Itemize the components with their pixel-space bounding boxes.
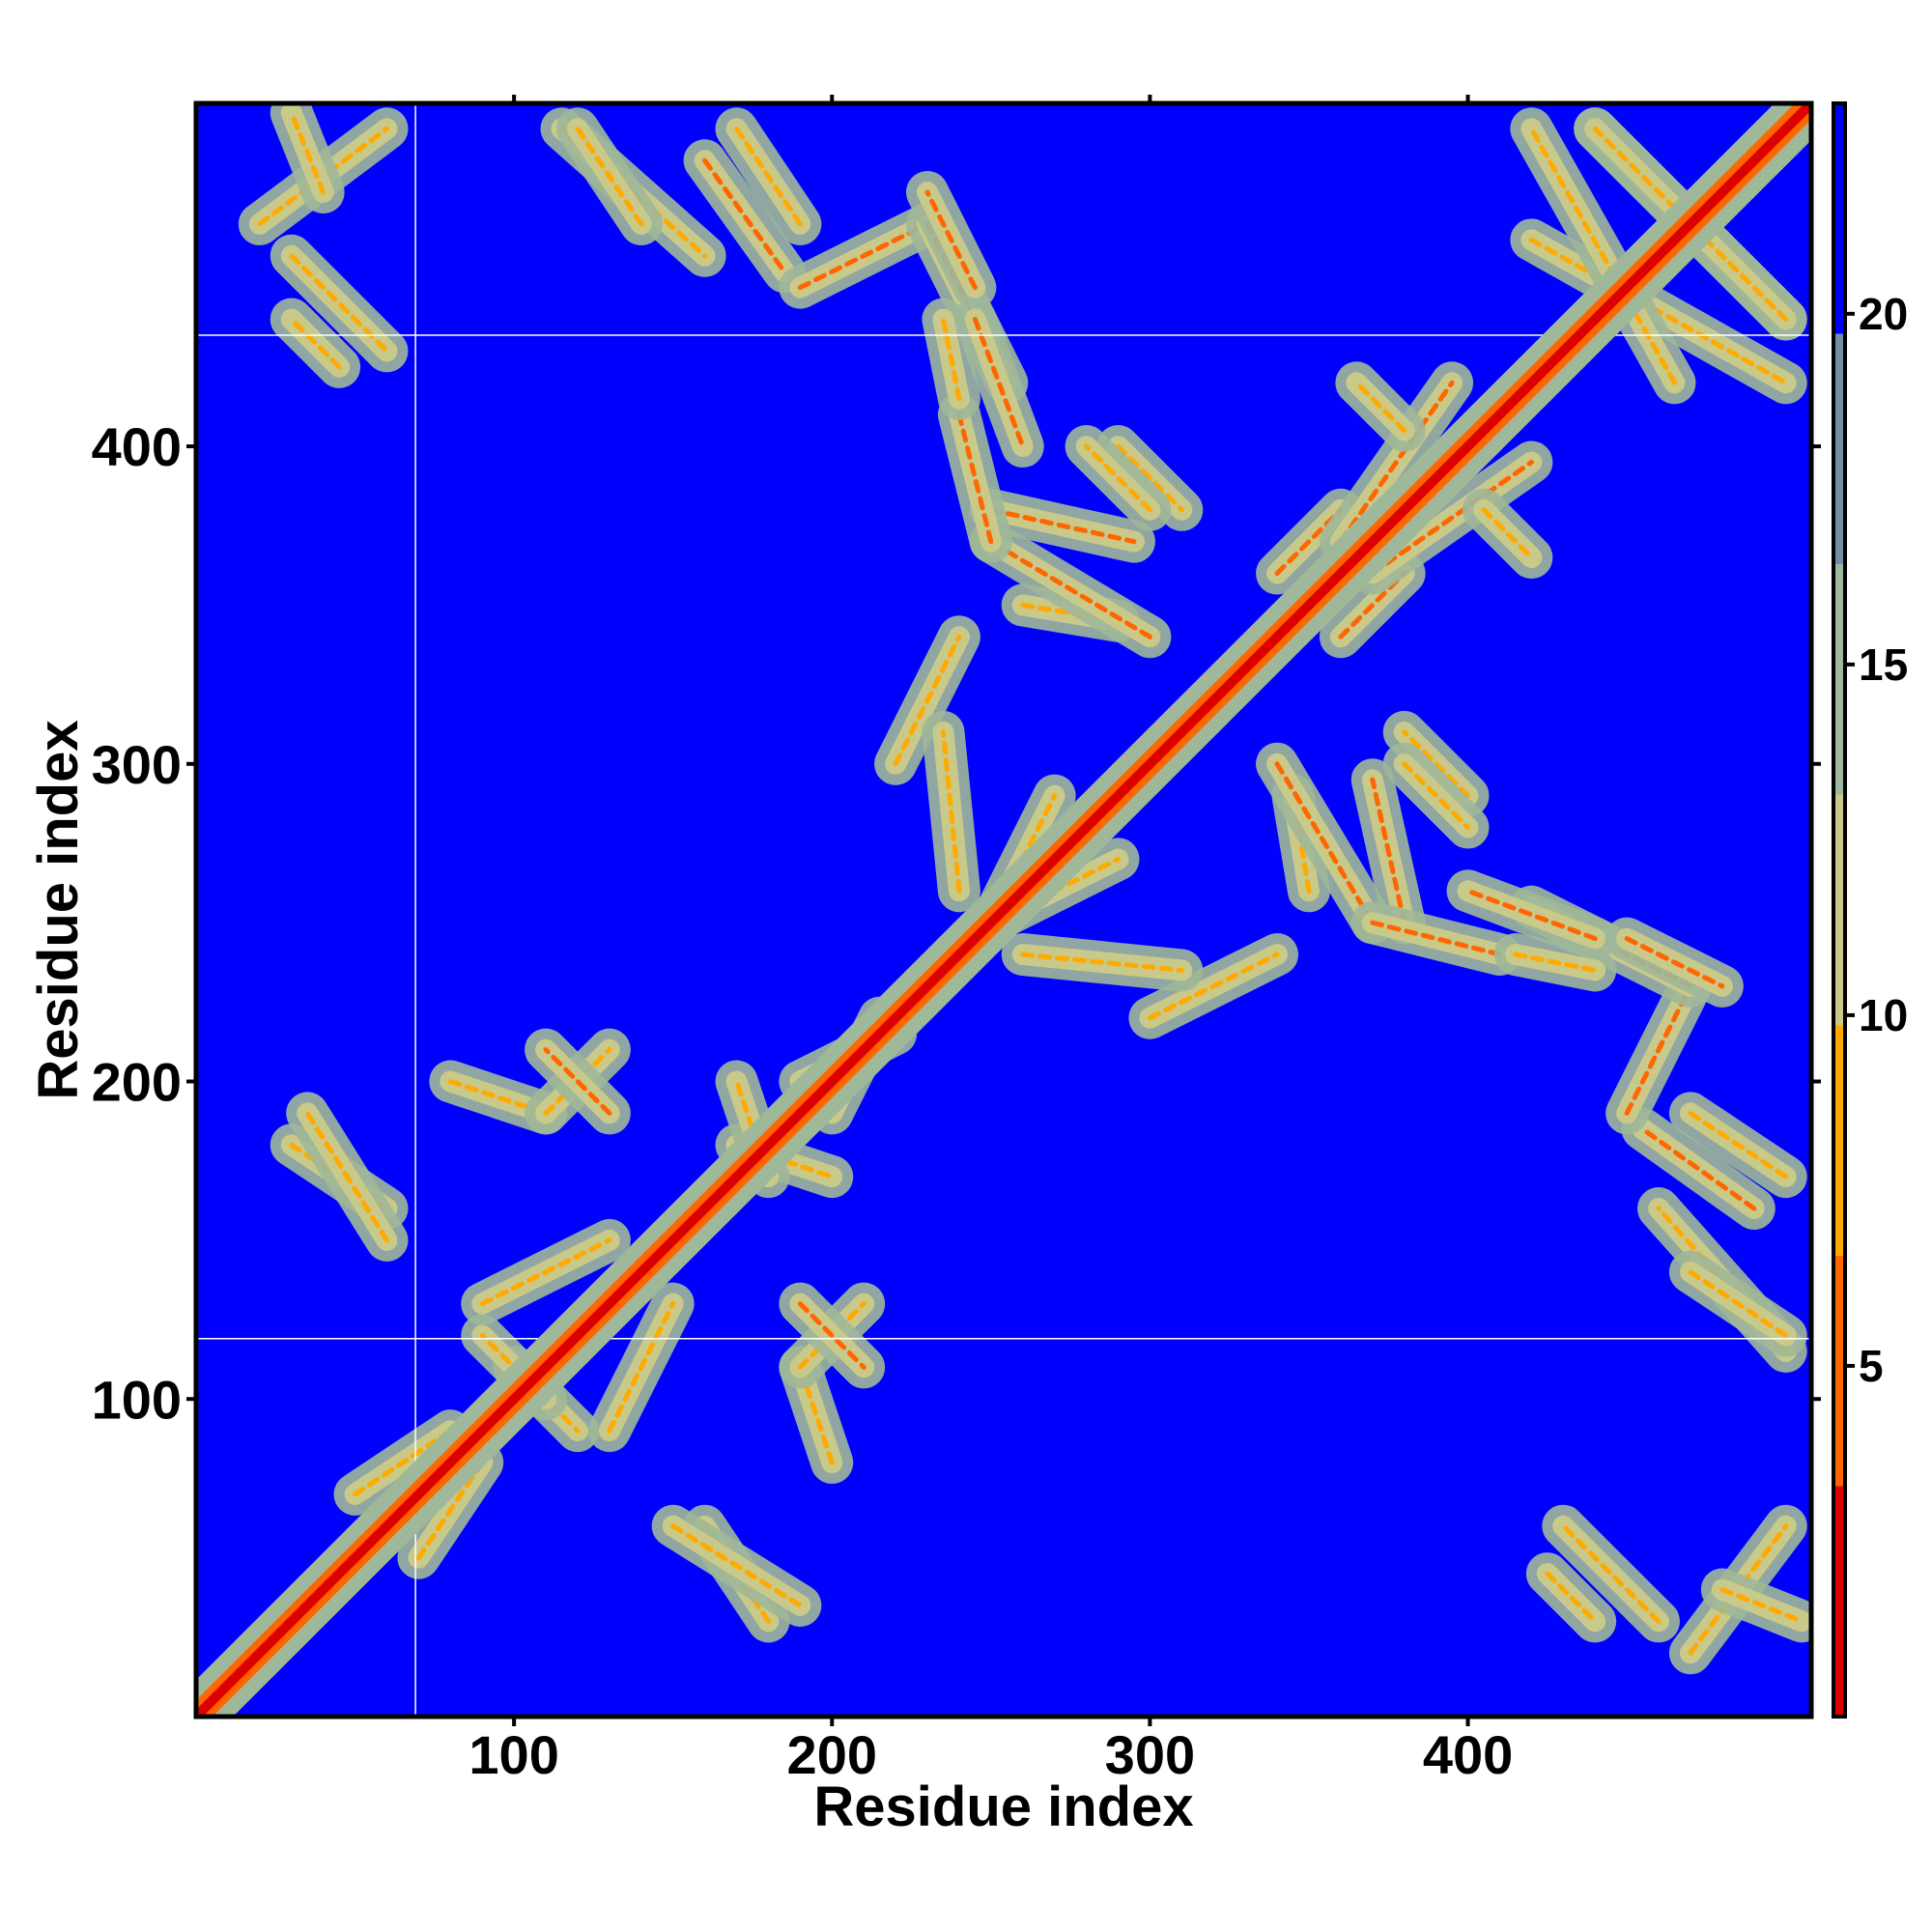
colorbar-ticks: 5 10 15 20 [1845,289,1908,1391]
contact-center-22-1 [575,126,644,227]
contact-center-24-0 [1545,1571,1598,1624]
colorbar [1832,101,1847,1719]
x-axis-ticks: 100 200 300 400 [469,95,1513,1785]
y-axis-title: Residue index [27,720,90,1099]
contact-center-36-1 [607,1301,676,1434]
contact-center-15-0 [1481,507,1534,560]
contact-center-23-0 [1719,1587,1804,1624]
contact-center-12-1 [940,729,962,894]
contact-center-35-1 [415,1460,485,1561]
contact-center-8-1 [1402,729,1471,799]
contact-center-34-1 [304,1110,389,1243]
contact-center-28-0 [447,1079,549,1116]
contact-center-23-1 [289,110,327,195]
cb-tick-label-0: 5 [1859,1341,1884,1391]
x-tick-label-3: 400 [1423,1724,1513,1785]
contact-center-19-0 [1513,952,1598,973]
x-axis-title: Residue index [813,1776,1193,1838]
y-axis-ticks: 100 200 300 400 [92,416,1821,1430]
contact-center-8-0 [1115,443,1184,513]
contact-center-3-1 [1640,1126,1757,1211]
diagonal-core [196,103,1811,1717]
contact-center-7-0 [988,507,1137,545]
contact-center-18-0 [1402,761,1471,831]
y-tick-label-1: 200 [92,1052,182,1113]
y-tick-label-0: 100 [92,1369,182,1430]
contact-center-1-1 [1560,1523,1662,1624]
contact-center-25-1 [1592,126,1789,323]
cb-tick-label-2: 15 [1859,639,1908,690]
x-tick-label-2: 300 [1105,1724,1195,1785]
contact-center-16-1 [988,539,1152,639]
contact-center-17-0 [1370,920,1502,957]
contact-center-19-1 [940,317,962,402]
contact-center-6-0 [972,317,1026,449]
diagonal-layer [196,103,1811,1717]
contact-center-4-1 [1624,983,1693,1116]
contact-center-34-0 [670,1523,803,1608]
cb-tick-label-1: 10 [1859,990,1908,1040]
contact-center-15-1 [1353,380,1407,434]
contact-center-12-0 [1020,952,1184,973]
contact-center-20-0 [1624,936,1725,989]
x-tick-label-0: 100 [469,1724,558,1785]
contact-center-20-1 [924,189,978,291]
contact-center-18-1 [1084,443,1152,513]
x-tick-label-1: 200 [787,1724,877,1785]
y-tick-label-2: 300 [92,734,182,795]
plot-frame [193,100,1814,1719]
contact-center-24-1 [289,317,342,370]
contact-center-21-0 [1688,1110,1789,1179]
contact-center-10-1 [1147,952,1280,1021]
contact-center-6-1 [1465,888,1598,942]
contact-center-10-0 [893,634,962,767]
cb-tick-label-3: 20 [1859,289,1908,339]
contact-center-3-0 [702,157,787,274]
contact-center-35-0 [353,1428,453,1497]
contact-center-26-1 [1528,126,1677,385]
contact-center-7-1 [1370,777,1407,925]
contact-center-14-1 [1370,459,1534,577]
contact-center-22-0 [1688,1269,1789,1339]
y-tick-label-3: 400 [92,416,182,477]
contact-center-33-0 [797,1301,867,1370]
white-lines [196,103,1811,1717]
contact-center-28-1 [797,1364,835,1465]
contact-center-14-0 [1338,380,1455,545]
contact-center-4-0 [797,221,930,291]
contact-center-21-1 [734,126,803,227]
contact-center-16-0 [1274,761,1376,925]
contact-center-36-0 [479,1237,612,1307]
contact-center-17-1 [956,412,994,545]
contact-center-33-1 [543,1047,612,1116]
